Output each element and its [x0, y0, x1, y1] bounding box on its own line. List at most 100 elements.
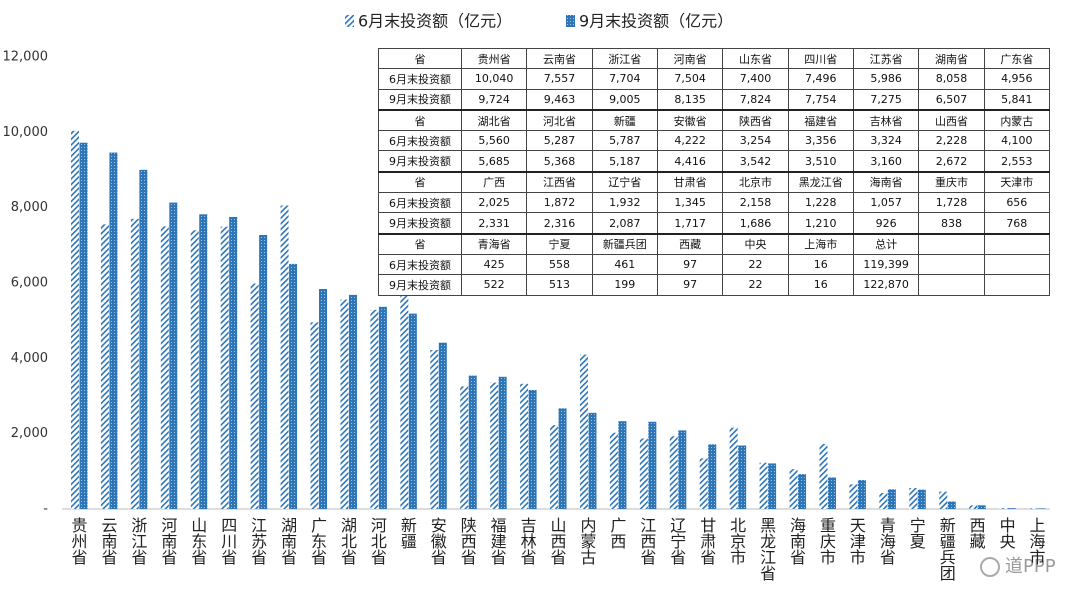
x-tick-label: 天津市 — [847, 517, 866, 565]
bar — [999, 508, 1008, 509]
table-cell: 97 — [656, 274, 724, 296]
x-tick-label: 福建省 — [488, 517, 507, 565]
table-cell: 4,956 — [983, 68, 1051, 90]
bar — [588, 412, 597, 509]
table-cell: 福建省 — [787, 108, 854, 132]
table-cell: 省 — [378, 170, 462, 194]
legend-label: 9月末投资额（亿元） — [579, 12, 733, 31]
table-cell: 4,100 — [983, 130, 1051, 152]
x-tick-label: 吉林省 — [518, 517, 537, 565]
table-cell: 7,504 — [656, 68, 724, 90]
bar — [220, 226, 229, 509]
table-row: 省贵州省 云南省 浙江省 河南省 山东省 四川省 江苏省 湖南省 广东省 — [378, 47, 1051, 70]
table-row: 省湖北省 河北省 新疆 安徽省 陕西省 福建省 吉林省 山西省 内蒙古 — [378, 108, 1051, 132]
table-cell: 6月末投资额 — [378, 68, 462, 90]
table-cell: 江苏省 — [852, 47, 920, 70]
table-cell: 7,400 — [722, 68, 789, 90]
x-tick-label: 山东省 — [188, 517, 207, 565]
y-tick-label: 2,000 — [11, 426, 48, 441]
table-cell: 总计 — [852, 232, 920, 255]
x-tick-label: 浙江省 — [128, 517, 147, 565]
table-cell: 1,872 — [526, 192, 593, 214]
table-cell: 湖北省 — [460, 108, 528, 132]
bar — [528, 389, 537, 509]
table-cell: 22 — [722, 274, 789, 296]
table-cell: 1,210 — [787, 212, 854, 235]
table-cell: 辽宁省 — [591, 170, 658, 194]
table-cell: 1,345 — [656, 192, 724, 214]
bar — [460, 386, 469, 509]
bar — [139, 169, 148, 510]
x-tick-label: 新疆 — [398, 517, 417, 549]
table-cell: 461 — [591, 253, 658, 276]
table-cell: 2,553 — [983, 150, 1051, 173]
x-tick-label: 黑龙江省 — [757, 517, 776, 581]
bar — [947, 501, 956, 509]
table-cell: 省 — [378, 47, 462, 70]
table-cell: 7,754 — [787, 88, 854, 111]
table-cell: 天津市 — [983, 170, 1051, 194]
table-cell: 内蒙古 — [983, 108, 1051, 132]
watermark-icon — [980, 557, 1000, 577]
bar — [160, 226, 169, 509]
table-cell: 3,542 — [722, 150, 789, 173]
bar — [849, 484, 858, 509]
bar — [1029, 508, 1038, 509]
legend-swatch — [345, 15, 354, 27]
table-row: 6月末投资额 10,040 7,557 7,704 7,504 7,400 7,496 5,9… — [378, 68, 1051, 90]
table-cell: 3,510 — [787, 150, 854, 173]
x-tick-label: 贵州省 — [69, 517, 88, 565]
table-cell: 上海市 — [787, 232, 854, 255]
table-cell: 2,025 — [460, 192, 528, 214]
bar — [109, 152, 118, 509]
data-table: 省贵州省 云南省 浙江省 河南省 山东省 四川省 江苏省 湖南省 广东省 6月末投资额 10,040… — [378, 47, 1051, 296]
table-cell: 9,463 — [526, 88, 593, 111]
bar — [289, 263, 298, 509]
bar — [199, 214, 208, 509]
table-row: 省广西 江西省 辽宁省 甘肃省 北京市 黑龙江省 海南省 重庆市 天津市 — [378, 170, 1051, 194]
legend-swatch — [566, 15, 575, 27]
bar — [699, 458, 708, 509]
bar — [259, 234, 268, 509]
table-cell: 5,560 — [460, 130, 528, 152]
table-cell: 山东省 — [722, 47, 789, 70]
table-cell — [983, 253, 1051, 276]
table-cell: 9月末投资额 — [378, 88, 462, 111]
bar — [430, 349, 439, 509]
table-cell: 新疆兵团 — [591, 232, 658, 255]
table-cell: 6,507 — [918, 88, 985, 111]
x-tick-label: 广西 — [607, 517, 626, 549]
table-cell: 16 — [787, 274, 854, 296]
table-row: 9月末投资额 2,331 2,316 2,087 1,717 1,686 1,210 926 8… — [378, 212, 1051, 235]
bar — [887, 489, 896, 509]
table-cell: 1,686 — [722, 212, 789, 235]
x-tick-label: 湖南省 — [278, 517, 297, 565]
table-cell: 四川省 — [787, 47, 854, 70]
x-tick-label: 北京市 — [727, 517, 746, 565]
bar — [759, 462, 768, 509]
table-row: 9月末投资额 9,724 9,463 9,005 8,135 7,824 7,754 7,27… — [378, 88, 1051, 111]
table-cell: 西藏 — [656, 232, 724, 255]
y-tick-label: 10,000 — [3, 125, 49, 140]
x-tick-label: 中央 — [997, 517, 1016, 549]
bar — [879, 492, 888, 509]
y-tick-label: 4,000 — [11, 351, 48, 366]
x-tick-label: 河南省 — [158, 517, 177, 565]
table-cell: 9月末投资额 — [378, 212, 462, 235]
table-row: 6月末投资额 5,560 5,287 5,787 4,222 3,254 3,356 3,32… — [378, 130, 1051, 152]
x-tick-label: 西藏 — [967, 517, 986, 550]
watermark: 道PPP — [1005, 556, 1056, 577]
table-cell — [983, 232, 1051, 255]
table-cell: 5,986 — [852, 68, 920, 90]
table-cell: 7,704 — [591, 68, 658, 90]
bar — [130, 218, 139, 510]
table-cell: 贵州省 — [460, 47, 528, 70]
table-cell: 122,870 — [852, 274, 920, 296]
bar — [678, 430, 687, 509]
table-cell: 425 — [460, 253, 528, 276]
table-cell — [918, 232, 985, 255]
table-cell: 8,058 — [918, 68, 985, 90]
table-cell: 2,228 — [918, 130, 985, 152]
table-cell: 522 — [460, 274, 528, 296]
table-cell: 9月末投资额 — [378, 150, 462, 173]
